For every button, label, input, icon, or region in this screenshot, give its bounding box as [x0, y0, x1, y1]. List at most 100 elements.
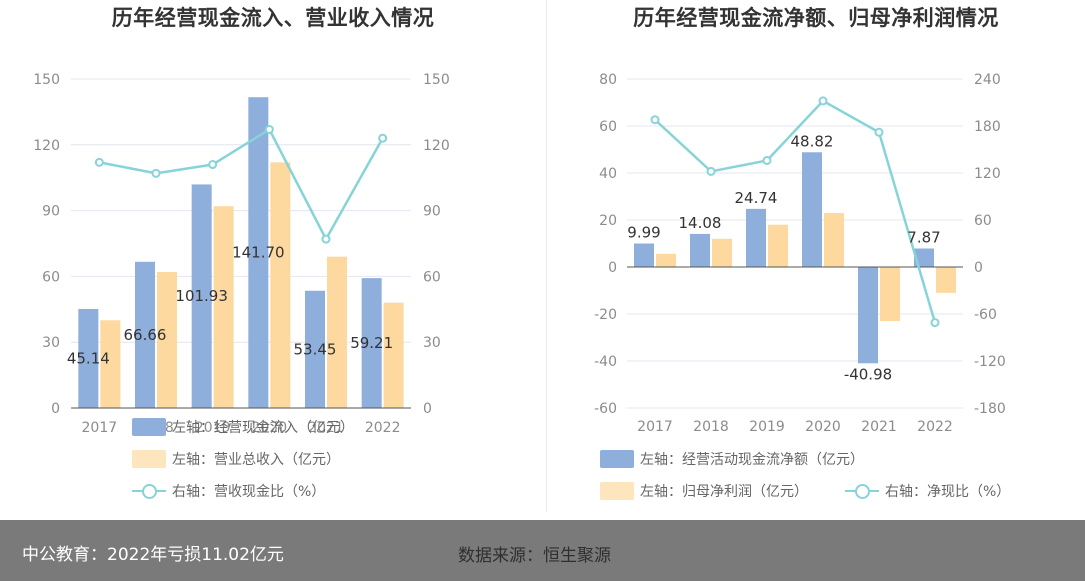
- legend-label: 右轴：净现比（%）: [885, 484, 1011, 500]
- legend-swatch: [132, 418, 166, 436]
- ratio-point: [930, 318, 940, 328]
- left-chart-panel: 历年经营现金流入、营业收入情况 0 30 60 90 120 150 0 30 60 90 120 1…: [0, 0, 546, 520]
- x-tick-label: 2017: [637, 419, 673, 435]
- bar-primary: [634, 243, 654, 267]
- x-tick-label: 2017: [82, 420, 118, 436]
- bar-primary: [361, 278, 382, 408]
- bar-primary: [191, 184, 212, 408]
- left-chart-svg: 0306090120150030609012015020172018201920…: [33, 72, 450, 436]
- ratio-point: [874, 127, 884, 137]
- bar-secondary: [880, 267, 900, 322]
- data-label: 14.08: [679, 214, 722, 232]
- bar-primary: [78, 308, 99, 408]
- y-right-tick-label: 240: [974, 72, 1001, 88]
- y-left-tick-label: 20: [599, 213, 617, 229]
- legend-line-icon: [132, 482, 166, 500]
- x-tick-label: 2018: [693, 419, 729, 435]
- chart-title: 历年经营现金流净额、归母净利润情况: [633, 6, 999, 30]
- y-left-tick-label: 80: [599, 72, 617, 88]
- x-tick-label: 2019: [195, 420, 231, 436]
- y-left-tick-label: 60: [599, 119, 617, 135]
- bar-secondary: [768, 224, 788, 267]
- ratio-point: [151, 168, 161, 178]
- legend-item-cash-inflow[interactable]: 左轴：经营现金流入（亿元）: [132, 417, 354, 437]
- bar-primary: [690, 233, 710, 267]
- bar-primary: [746, 208, 766, 267]
- y-right-tick-label: 60: [423, 269, 441, 285]
- legend-swatch: [132, 450, 166, 468]
- bar-secondary: [824, 212, 844, 267]
- bar-primary: [858, 267, 878, 364]
- y-right-tick-label: 60: [974, 213, 992, 229]
- data-label: 66.66: [124, 326, 167, 344]
- legend-swatch: [600, 482, 634, 500]
- x-tick-label: 2022: [365, 420, 401, 436]
- y-left-tick-label: -60: [594, 401, 617, 417]
- y-right-tick-label: 0: [974, 260, 983, 276]
- legend-line-icon: [845, 482, 879, 500]
- bar-secondary: [213, 206, 234, 408]
- legend-item-net-cash-flow[interactable]: 左轴：经营活动现金流净额（亿元）: [600, 449, 864, 469]
- y-right-tick-label: -180: [974, 401, 1006, 417]
- y-right-tick-label: 30: [423, 335, 441, 351]
- data-label: 45.14: [67, 349, 110, 367]
- ratio-point: [94, 157, 104, 167]
- footer-headline: 中公教育：2022年亏损11.02亿元: [22, 545, 284, 565]
- legend-item-net-profit[interactable]: 左轴：归母净利润（亿元）: [600, 481, 808, 501]
- y-right-tick-label: -60: [974, 307, 997, 323]
- bar-primary: [135, 261, 155, 408]
- ratio-line: [654, 99, 937, 323]
- x-tick-label: 2021: [308, 420, 344, 436]
- bar-secondary: [712, 238, 732, 267]
- right-chart-svg: -60 -40 -20 0 20 40 60 80 -180 -120 -60 0 60 120 180 24…: [594, 72, 1006, 435]
- ratio-point: [706, 166, 716, 176]
- y-left-tick-label: 0: [51, 401, 60, 417]
- bar-secondary: [157, 272, 177, 408]
- legend-item-revenue[interactable]: 左轴：营业总收入（亿元）: [132, 449, 340, 469]
- data-label: 141.70: [232, 244, 285, 262]
- y-left-tick-label: -20: [594, 307, 617, 323]
- ratio-line: [99, 127, 384, 242]
- bar-primary: [248, 97, 269, 409]
- legend-swatch: [600, 450, 634, 468]
- legend-label: 右轴：营收现金比（%）: [172, 484, 326, 500]
- bar-secondary: [383, 302, 404, 408]
- bar-secondary: [270, 162, 291, 408]
- footer-bar: 中公教育：2022年亏损11.02亿元 数据来源：恒生聚源: [0, 520, 1085, 581]
- data-label: 53.45: [294, 340, 337, 358]
- y-right-tick-label: 120: [423, 138, 450, 154]
- legend-label: 左轴：归母净利润（亿元）: [640, 484, 808, 500]
- y-left-tick-label: 30: [42, 335, 60, 351]
- legend-label: 左轴：营业总收入（亿元）: [172, 452, 340, 468]
- bar-secondary: [327, 256, 347, 408]
- ratio-point: [378, 133, 388, 143]
- right-chart-panel: 历年经营现金流净额、归母净利润情况 -60 -40 -20 0 20 40 60 80 -180…: [547, 0, 1085, 520]
- x-tick-label: 2021: [861, 419, 897, 435]
- legend-label: 左轴：经营活动现金流净额（亿元）: [640, 452, 864, 468]
- y-right-tick-label: 90: [423, 204, 441, 220]
- data-label: 7.87: [907, 229, 940, 247]
- footer-source: 数据来源：恒生聚源: [458, 546, 611, 566]
- ratio-point: [264, 124, 274, 134]
- data-label: 9.99: [627, 224, 660, 242]
- y-left-tick-label: 60: [42, 269, 60, 285]
- y-right-tick-label: -120: [974, 354, 1006, 370]
- x-tick-label: 2020: [805, 419, 841, 435]
- ratio-point: [762, 155, 772, 165]
- y-left-tick-label: 150: [33, 72, 60, 88]
- panel-divider: [546, 0, 547, 512]
- legend-label: 左轴：经营现金流入（亿元）: [172, 420, 354, 436]
- y-right-tick-label: 120: [974, 166, 1001, 182]
- x-tick-label: 2022: [917, 419, 953, 435]
- bar-primary: [914, 248, 934, 267]
- ratio-point: [321, 234, 331, 244]
- y-left-tick-label: 90: [42, 204, 60, 220]
- y-left-tick-label: -40: [594, 354, 617, 370]
- y-left-tick-label: 120: [33, 138, 60, 154]
- x-tick-label: 2020: [252, 420, 288, 436]
- legend-item-net-cash-ratio[interactable]: 右轴：净现比（%）: [845, 481, 1010, 501]
- legend-item-cash-ratio[interactable]: 右轴：营收现金比（%）: [132, 481, 325, 501]
- data-label: 24.74: [735, 189, 778, 207]
- chart-title: 历年经营现金流入、营业收入情况: [111, 6, 435, 30]
- y-right-tick-label: 0: [423, 401, 432, 417]
